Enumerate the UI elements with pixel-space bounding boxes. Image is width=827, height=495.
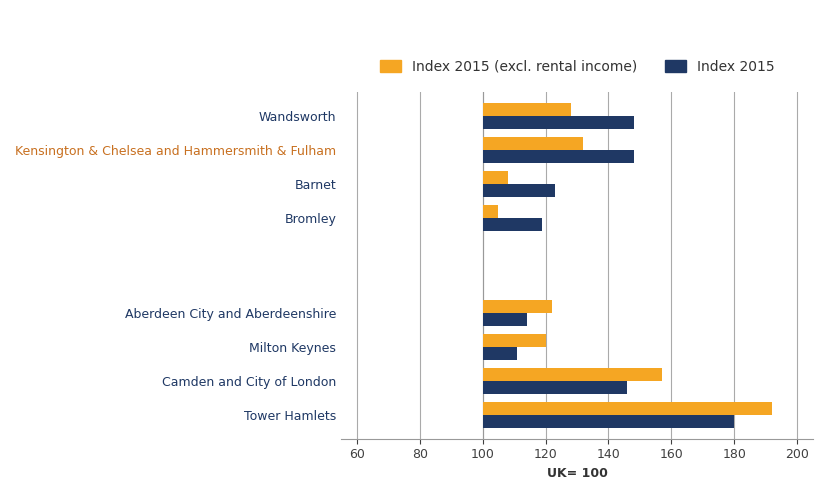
Bar: [482, 103, 570, 116]
Bar: [482, 402, 771, 415]
Bar: [482, 381, 627, 394]
Bar: [482, 150, 633, 163]
Bar: [482, 116, 633, 129]
Legend: Index 2015 (excl. rental income), Index 2015: Index 2015 (excl. rental income), Index …: [374, 54, 779, 79]
Bar: [482, 218, 542, 231]
Bar: [482, 171, 507, 184]
Bar: [482, 184, 554, 197]
Bar: [482, 205, 498, 218]
Bar: [482, 313, 526, 326]
Bar: [482, 415, 734, 428]
Bar: [482, 137, 582, 150]
Bar: [482, 368, 661, 381]
Bar: [482, 347, 517, 360]
Bar: [482, 334, 545, 347]
X-axis label: UK= 100: UK= 100: [546, 467, 607, 480]
Bar: [482, 300, 551, 313]
